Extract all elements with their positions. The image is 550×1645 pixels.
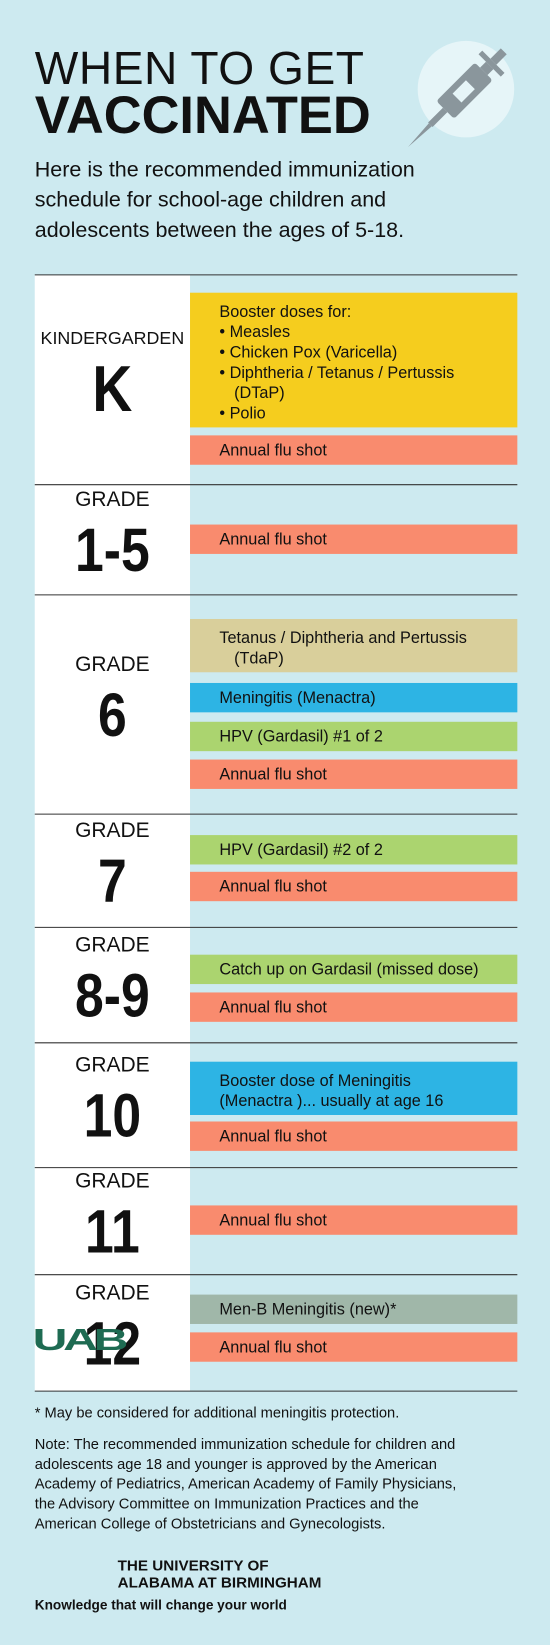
grade-label: KINDERGARDEN	[41, 328, 185, 348]
grade-label: GRADE	[75, 653, 150, 676]
vaccine-text: Annual flu shot	[219, 441, 327, 459]
vaccine-text: Booster dose of Meningitis	[219, 1072, 410, 1090]
vaccine-text: HPV (Gardasil) #2 of 2	[219, 841, 382, 859]
grade-number: 11	[85, 1198, 140, 1266]
vaccine-text: Annual flu shot	[219, 1338, 327, 1356]
vaccine-text: Booster doses for:	[219, 303, 351, 321]
vaccine-box	[190, 835, 518, 865]
vaccine-text: HPV (Gardasil) #1 of 2	[219, 728, 382, 746]
vaccine-text: Annual flu shot	[219, 1211, 327, 1229]
vaccine-text: • Chicken Pox (Varicella)	[219, 344, 397, 362]
note-line: the Advisory Committee on Immunization P…	[35, 1497, 419, 1513]
grade-number: 8-9	[75, 962, 150, 1030]
vaccine-text: (DTaP)	[234, 384, 285, 402]
vaccine-box	[190, 524, 518, 554]
note-line: American College of Obstetricians and Gy…	[35, 1517, 386, 1533]
grade-number: 1-5	[75, 516, 150, 584]
vaccine-text: Annual flu shot	[219, 1127, 327, 1145]
vaccine-box	[190, 1061, 518, 1115]
vaccine-box	[190, 435, 518, 465]
grade-label: GRADE	[75, 819, 150, 842]
note-line: Academy of Pediatrics, American Academy …	[35, 1477, 457, 1493]
tagline: Knowledge that will change your world	[35, 1597, 287, 1612]
vaccine-text: Men-B Meningitis (new)*	[219, 1301, 397, 1319]
syringe-icon	[408, 40, 515, 148]
vaccine-box	[190, 954, 518, 985]
subtitle-line: Here is the recommended immunization	[35, 157, 415, 181]
vaccine-text: • Polio	[219, 405, 265, 423]
vaccine-text: Tetanus / Diphtheria and Pertussis	[219, 629, 466, 647]
vaccine-text: (Menactra )... usually at age 16	[219, 1092, 443, 1110]
vaccine-text: • Diphtheria / Tetanus / Pertussis	[219, 364, 454, 382]
grade-label: GRADE	[75, 934, 150, 957]
vaccine-text: Annual flu shot	[219, 765, 327, 783]
vaccine-text: Annual flu shot	[219, 998, 327, 1016]
vaccine-box	[190, 1294, 518, 1324]
subtitle-line: adolescents between the ages of 5-18.	[35, 218, 404, 242]
university-name: THE UNIVERSITY OF	[118, 1558, 269, 1575]
grade-number: 10	[84, 1082, 142, 1150]
grade-number: 12	[84, 1309, 142, 1377]
vaccine-text: (TdaP)	[234, 649, 284, 667]
vaccine-text: Annual flu shot	[219, 878, 327, 896]
vaccine-box	[190, 682, 518, 713]
note-line: Note: The recommended immunization sched…	[35, 1437, 456, 1453]
vaccine-box	[190, 1121, 518, 1151]
vaccine-box	[190, 1332, 518, 1362]
grade-label: GRADE	[75, 488, 150, 511]
vaccine-box	[190, 1205, 518, 1235]
vaccine-text: Catch up on Gardasil (missed dose)	[219, 961, 478, 979]
vaccine-box	[190, 721, 518, 752]
grade-label: GRADE	[75, 1170, 150, 1193]
footnote: * May be considered for additional menin…	[35, 1405, 400, 1421]
grade-number: 6	[98, 681, 127, 749]
grade-number: 7	[98, 847, 127, 915]
vaccine-text: Annual flu shot	[219, 530, 327, 548]
grade-label: GRADE	[75, 1281, 150, 1304]
university-name: ALABAMA AT BIRMINGHAM	[118, 1574, 322, 1591]
note-line: adolescents age 18 and younger is approv…	[35, 1457, 437, 1473]
vaccine-text: • Measles	[219, 323, 290, 341]
vaccine-text: Meningitis (Menactra)	[219, 689, 375, 707]
logo: UAB	[33, 1323, 128, 1357]
title-line: VACCINATED	[35, 87, 371, 145]
grade-column	[34, 274, 191, 1392]
grade-number: K	[92, 352, 132, 425]
vaccine-box	[190, 871, 518, 902]
subtitle-line: schedule for school-age children and	[35, 188, 386, 212]
vaccine-box	[190, 618, 518, 673]
title-line: WHEN TO GET	[35, 42, 365, 94]
vaccine-box	[190, 292, 518, 428]
vaccine-box	[190, 992, 518, 1022]
grade-label: GRADE	[75, 1054, 150, 1077]
vaccine-box	[190, 759, 518, 789]
